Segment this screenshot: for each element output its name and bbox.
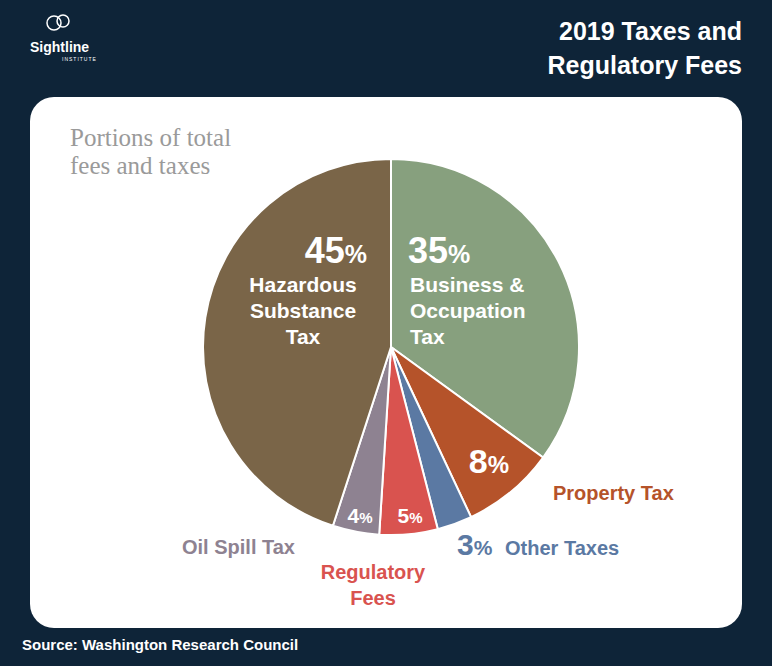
svg-text:Property Tax: Property Tax — [553, 482, 674, 504]
svg-text:35%: 35% — [408, 230, 470, 271]
svg-text:Oil Spill Tax: Oil Spill Tax — [182, 536, 295, 558]
svg-text:5%: 5% — [397, 504, 422, 527]
svg-text:4%: 4% — [347, 504, 372, 527]
html-text:Portions of total fees and tax: Portions of total fees and taxes — [70, 124, 232, 179]
html-text:Source: Washington Research Co: Source: Washington Research Council — [22, 636, 299, 653]
svg-text:45%: 45% — [305, 230, 367, 271]
html-text:2019 Taxes and Regulatory Fees: 2019 Taxes and Regulatory Fees — [547, 17, 742, 79]
svg-text:8%: 8% — [469, 442, 509, 480]
html-text:INSTITUTE: INSTITUTE — [62, 56, 97, 62]
svg-text:Business &OccupationTax: Business &OccupationTax — [410, 273, 526, 348]
svg-text:Other Taxes: Other Taxes — [505, 537, 619, 559]
html-text:Sightline: Sightline — [30, 39, 90, 55]
svg-text:3%: 3% — [457, 528, 493, 561]
svg-text:HazardousSubstanceTax: HazardousSubstanceTax — [249, 273, 356, 348]
svg-text:RegulatoryFees: RegulatoryFees — [321, 561, 426, 609]
